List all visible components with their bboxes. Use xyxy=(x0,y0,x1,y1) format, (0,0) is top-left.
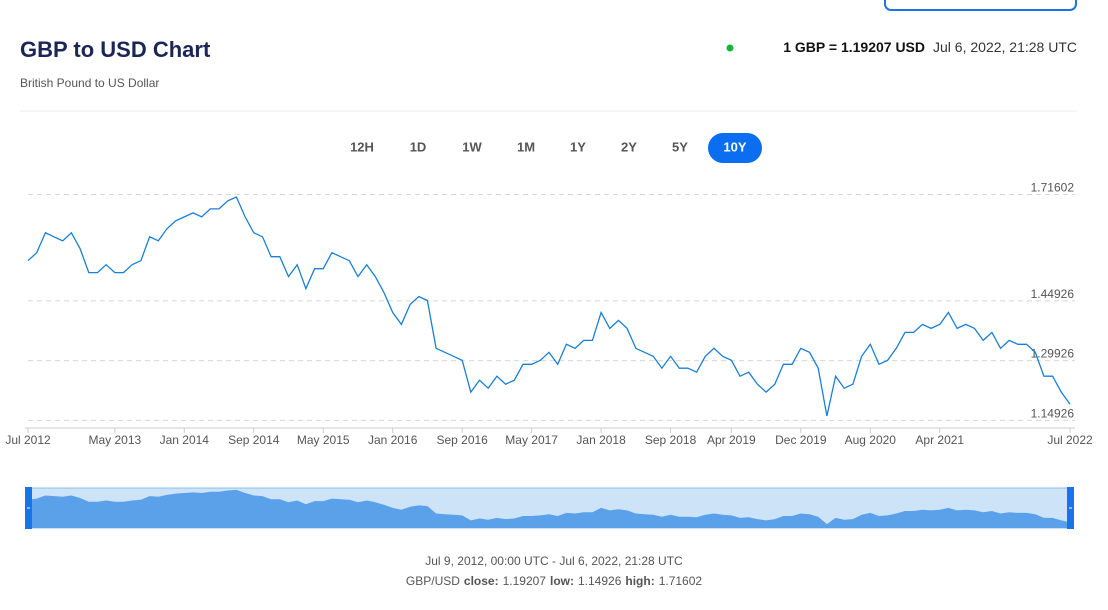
timestamp: Jul 6, 2022, 21:28 UTC xyxy=(933,39,1077,55)
price-line xyxy=(27,196,1071,417)
top-button[interactable] xyxy=(884,0,1077,11)
stats-line: GBP/USD close: 1.19207 low: 1.14926 high: 1.71… xyxy=(406,574,703,588)
x-tick-label: May 2013 xyxy=(88,433,141,447)
x-tick-label: Sep 2018 xyxy=(645,433,697,447)
x-tick-label: Jan 2014 xyxy=(160,433,210,447)
live-dot xyxy=(726,44,734,52)
tab[interactable]: 1W xyxy=(462,139,482,154)
page-title: GBP to USD Chart xyxy=(20,37,211,62)
x-tick-label: Aug 2020 xyxy=(845,433,897,447)
x-tick-label: Apr 2019 xyxy=(707,433,756,447)
stat-value: 1.71602 xyxy=(659,574,703,588)
stat-label: close: xyxy=(464,574,499,588)
range: Jul 9, 2012, 00:00 UTC - Jul 6, 2022, 21… xyxy=(425,554,683,568)
rate: 1 GBP = 1.19207 USD xyxy=(783,39,925,55)
stat-label: high: xyxy=(625,574,654,588)
x-tick-label: Jul 2012 xyxy=(5,433,51,447)
tab[interactable]: 2Y xyxy=(621,139,637,154)
stat-value: 1.14926 xyxy=(578,574,622,588)
x-tick-label: Dec 2019 xyxy=(775,433,827,447)
tab[interactable]: 12H xyxy=(350,139,374,154)
x-tick-label: Sep 2014 xyxy=(228,433,280,447)
x-tick-label: May 2017 xyxy=(505,433,558,447)
y-tick-label: 1.29926 xyxy=(1031,347,1075,361)
tabs: 12H 1D 1W 1M 1Y 2Y 5Y 10Y xyxy=(350,133,762,163)
pair: GBP/USD xyxy=(406,574,460,588)
x-tick-label: Jan 2018 xyxy=(576,433,626,447)
y-tick-label: 1.14926 xyxy=(1031,406,1075,420)
y-tick-label: 1.71602 xyxy=(1031,181,1075,195)
tab[interactable]: 1D xyxy=(410,139,427,154)
tab[interactable]: 5Y xyxy=(672,139,688,154)
y-tick-label: 1.44926 xyxy=(1031,287,1075,301)
tab-selected-bg xyxy=(708,133,762,163)
tab[interactable]: 1Y xyxy=(570,139,586,154)
x-tick-label: Apr 2021 xyxy=(915,433,964,447)
tab[interactable]: 1M xyxy=(517,139,535,154)
x-tick-label: May 2015 xyxy=(297,433,350,447)
navigator-area xyxy=(28,489,1070,528)
stat-value: 1.19207 xyxy=(503,574,547,588)
x-tick-label: Jul 2022 xyxy=(1047,433,1093,447)
tab[interactable]: 10Y xyxy=(723,139,746,154)
subtitle: British Pound to US Dollar xyxy=(20,76,159,90)
rate-line: 1 GBP = 1.19207 USD Jul 6, 2022, 21:28 UT… xyxy=(783,39,1077,55)
stat-label: low: xyxy=(550,574,574,588)
x-tick-label: Sep 2016 xyxy=(436,433,488,447)
x-tick-label: Jan 2016 xyxy=(368,433,418,447)
